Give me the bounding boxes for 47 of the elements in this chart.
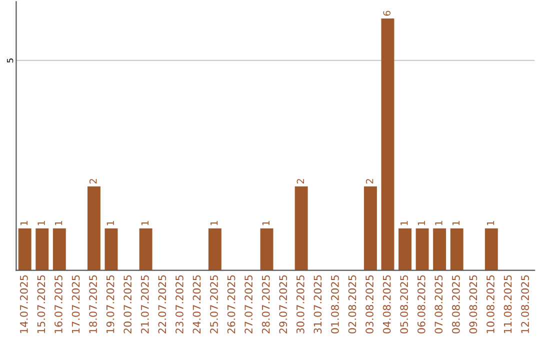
data-label: 1 (141, 220, 148, 226)
data-label: 1 (54, 220, 62, 226)
x-tick-label: 01.08.2025 (331, 275, 339, 334)
x-tick-label: 08.08.2025 (452, 275, 460, 334)
data-label: 1 (400, 220, 408, 226)
data-label: 2 (366, 179, 374, 184)
x-tick-label: 19.07.2025 (106, 275, 114, 333)
data-label: 1 (38, 220, 45, 226)
data-label: 2 (89, 179, 97, 184)
x-tick-label: 12.08.2025 (521, 275, 529, 333)
x-tick-label: 25.07.2025 (210, 275, 218, 334)
x-tick-label: 24.07.2025 (192, 275, 201, 334)
x-tick-label: 11.08.2025 (504, 275, 512, 333)
x-tick-label: 23.07.2025 (176, 275, 184, 334)
x-tick-label: 06.08.2025 (417, 275, 426, 334)
y-tick-label: 5 (7, 58, 14, 62)
data-label: 1 (486, 220, 494, 226)
x-tick-label: 04.08.2025 (382, 275, 391, 334)
data-label: 2 (296, 179, 304, 184)
data-label: 6 (383, 10, 391, 16)
x-tick-label: 22.07.2025 (158, 275, 166, 334)
data-label: 1 (418, 220, 425, 226)
x-tick-label: 21.07.2025 (140, 275, 149, 334)
x-tick-label: 18.07.2025 (89, 275, 97, 333)
x-tick-label: 16.07.2025 (54, 275, 62, 333)
x-tick-label: 26.07.2025 (227, 275, 236, 334)
x-tick-label: 07.08.2025 (434, 275, 443, 334)
data-label: 1 (210, 220, 218, 226)
data-label: 1 (106, 220, 114, 226)
x-tick-label: 09.08.2025 (469, 275, 478, 334)
x-tick-label: 31.07.2025 (314, 275, 322, 334)
x-tick-label: 28.07.2025 (262, 275, 270, 334)
x-tick-label: 27.07.2025 (244, 275, 252, 334)
x-tick-label: 20.07.2025 (124, 275, 132, 334)
x-tick-label: 03.08.2025 (366, 275, 374, 334)
data-label: 1 (262, 220, 270, 226)
data-label: 1 (20, 220, 28, 226)
x-tick-label: 10.08.2025 (486, 275, 494, 333)
x-tick-label: 17.07.2025 (72, 275, 80, 333)
x-tick-label: 29.07.2025 (279, 275, 288, 334)
x-tick-label: 15.07.2025 (37, 275, 46, 333)
x-tick-label: 30.07.2025 (296, 275, 304, 334)
data-label: 1 (435, 220, 442, 226)
data-label: 1 (452, 220, 460, 226)
x-tick-label: 02.08.2025 (348, 275, 356, 334)
x-tick-label: 05.08.2025 (400, 275, 408, 334)
x-tick-label: 14.07.2025 (20, 275, 28, 333)
